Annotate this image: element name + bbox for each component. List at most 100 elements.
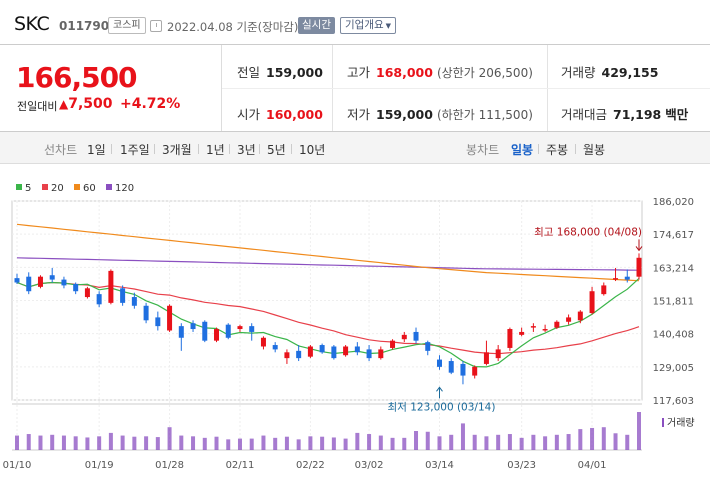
price-chart[interactable]: 186,020 174,617 163,214 151,811 140,408 129,0… bbox=[0, 160, 710, 482]
divider bbox=[222, 88, 710, 89]
volume-bar bbox=[613, 433, 618, 450]
divider bbox=[575, 144, 576, 154]
volume-bar bbox=[237, 438, 242, 450]
y-tick-label: 140,408 bbox=[653, 330, 694, 341]
up-triangle-icon: ▲ bbox=[59, 97, 69, 111]
volume-bar bbox=[367, 434, 372, 450]
realtime-button[interactable]: 실시간 bbox=[298, 17, 335, 34]
volume-bar bbox=[261, 435, 266, 450]
volume-bar bbox=[601, 427, 606, 450]
period-5y[interactable]: 5년 bbox=[267, 143, 286, 157]
period-3y[interactable]: 3년 bbox=[237, 143, 256, 157]
candle-body bbox=[343, 346, 349, 356]
period-1d[interactable]: 1일 bbox=[87, 143, 106, 157]
volume-bar bbox=[425, 431, 430, 450]
x-tick-label: 01/19 bbox=[85, 460, 114, 471]
chevron-down-icon: ▼ bbox=[385, 22, 392, 30]
volume-bar bbox=[554, 434, 559, 450]
volume-bar bbox=[155, 437, 160, 450]
open-cell: 시가 160,000 bbox=[237, 104, 323, 123]
upper-limit-value: 206,500 bbox=[478, 66, 529, 80]
candle-body bbox=[413, 331, 419, 341]
legend-ma20-label: 20 bbox=[51, 183, 64, 194]
tab-daily[interactable]: 일봉 bbox=[511, 143, 534, 157]
candle-body bbox=[554, 321, 560, 328]
stock-code: 011790 bbox=[59, 19, 110, 33]
candle-body bbox=[120, 288, 126, 303]
volume-label: 거래량 bbox=[667, 417, 695, 429]
stock-header: SKC 011790 코스피 2022.04.08 기준(장마감) 실시간 기업… bbox=[0, 0, 710, 44]
period-selector: 선차트 1일 1주일 3개월 1년 3년 5년 10년 봉차트 일봉 주봉 월봉 bbox=[0, 132, 710, 164]
legend-ma120: 120 bbox=[106, 183, 134, 194]
candle-body bbox=[483, 352, 489, 364]
x-tick-label: 03/23 bbox=[507, 460, 536, 471]
period-1y[interactable]: 1년 bbox=[206, 143, 225, 157]
volume-bar bbox=[202, 437, 207, 450]
candle-body bbox=[49, 275, 55, 280]
volume-bar bbox=[378, 435, 383, 450]
volume-bar bbox=[355, 432, 360, 450]
candle-body bbox=[519, 331, 525, 335]
volume-bar bbox=[296, 439, 301, 450]
volume-bar bbox=[331, 437, 336, 450]
candle-body bbox=[636, 257, 642, 277]
volume-bar bbox=[38, 435, 43, 450]
tab-monthly[interactable]: 월봉 bbox=[583, 143, 606, 157]
prev-close-value: 159,000 bbox=[266, 65, 323, 80]
period-3m[interactable]: 3개월 bbox=[162, 143, 192, 157]
legend-swatch bbox=[74, 184, 80, 190]
volume-bar bbox=[284, 436, 289, 450]
change-label: 전일대비 bbox=[17, 100, 58, 113]
volume-bar bbox=[566, 434, 571, 450]
upper-limit-label: 상한가 bbox=[441, 66, 475, 80]
ma60-line bbox=[16, 223, 640, 282]
candle-body bbox=[366, 349, 372, 359]
candle-body bbox=[542, 329, 548, 331]
volume-bar bbox=[519, 437, 524, 450]
legend-ma5-label: 5 bbox=[25, 183, 32, 194]
legend-swatch bbox=[16, 184, 22, 190]
volume-bar bbox=[472, 434, 477, 450]
company-overview-dropdown[interactable]: 기업개요 ▼ bbox=[340, 17, 397, 34]
low-label: 저가 bbox=[347, 107, 371, 122]
legend-swatch bbox=[42, 184, 48, 190]
amount-value: 71,198 bbox=[613, 107, 662, 122]
price-change: ▲7,500 bbox=[59, 96, 113, 112]
open-label: 시가 bbox=[237, 107, 261, 122]
period-1w[interactable]: 1주일 bbox=[120, 143, 150, 157]
candle-body bbox=[73, 283, 79, 292]
divider bbox=[229, 144, 230, 154]
candle-body bbox=[202, 321, 208, 341]
candle-body bbox=[331, 346, 337, 359]
high-label: 고가 bbox=[347, 65, 371, 80]
x-tick-label: 01/28 bbox=[155, 460, 184, 471]
volume-bar bbox=[402, 437, 407, 450]
volume-bar bbox=[507, 434, 512, 450]
volume-bar bbox=[637, 412, 641, 450]
volume-bar bbox=[15, 435, 19, 450]
candle-body bbox=[96, 294, 102, 305]
candle-body bbox=[84, 288, 90, 298]
volume-bar bbox=[414, 431, 419, 450]
candle-chart-label: 봉차트 bbox=[466, 143, 500, 157]
volume-bar bbox=[26, 434, 31, 450]
volume-bar bbox=[449, 434, 454, 450]
volume-bar bbox=[226, 439, 231, 450]
period-10y[interactable]: 10년 bbox=[299, 143, 326, 157]
volume-bar bbox=[320, 436, 325, 450]
divider bbox=[198, 144, 199, 154]
volume-bar bbox=[108, 432, 113, 450]
x-tick-label: 01/10 bbox=[3, 460, 32, 471]
low-value: 159,000 bbox=[376, 107, 433, 122]
candle-body bbox=[354, 346, 360, 353]
candle-body bbox=[472, 366, 478, 376]
volume-bar bbox=[390, 437, 395, 450]
candle-body bbox=[589, 291, 595, 314]
prev-close-label: 전일 bbox=[237, 65, 261, 80]
volume-bar bbox=[273, 437, 278, 450]
lower-limit-label: 하한가 bbox=[441, 108, 475, 122]
x-tick-label: 03/02 bbox=[355, 460, 384, 471]
tab-weekly[interactable]: 주봉 bbox=[546, 143, 569, 157]
y-tick-label: 151,811 bbox=[653, 297, 694, 308]
reference-date: 2022.04.08 기준(장마감) bbox=[167, 20, 299, 34]
